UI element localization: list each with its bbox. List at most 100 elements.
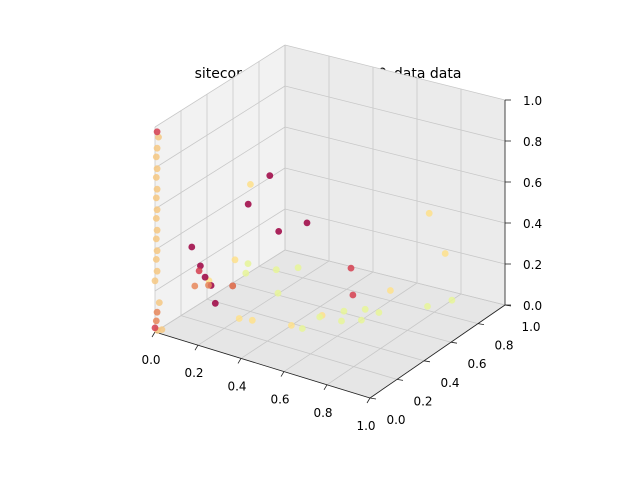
grid-floor-y: [206, 298, 425, 362]
data-point: [294, 264, 302, 272]
z-tick-label: 1.0: [523, 94, 542, 108]
data-point: [288, 322, 295, 329]
data-point: [424, 303, 431, 310]
x-axis-line: [154, 331, 371, 399]
data-point: [340, 307, 348, 315]
data-point: [244, 260, 252, 267]
data-point: [347, 264, 355, 272]
data-point: [349, 291, 357, 299]
x-tick: [151, 331, 156, 338]
y-tick: [450, 341, 458, 344]
z-tick-label: 0.4: [523, 217, 542, 231]
data-point: [153, 267, 161, 275]
data-point: [275, 228, 283, 235]
grid-floor-x: [240, 271, 374, 359]
y-tick-label: 0.8: [494, 339, 513, 353]
data-point: [244, 200, 252, 208]
data-point: [298, 325, 306, 332]
data-point: [425, 209, 433, 217]
y-tick: [423, 360, 431, 363]
data-point: [242, 269, 250, 277]
data-point: [448, 296, 456, 304]
data-point: [153, 185, 161, 193]
data-point: [316, 313, 324, 321]
data-point: [303, 219, 311, 227]
data-point: [153, 226, 161, 234]
data-point: [153, 128, 161, 136]
y-tick: [477, 323, 485, 325]
grid-left-z: [154, 126, 286, 210]
data-point: [152, 317, 160, 325]
data-point: [195, 267, 203, 275]
x-tick: [237, 358, 242, 364]
data-point: [266, 172, 274, 180]
data-point: [152, 153, 160, 161]
data-point: [153, 206, 161, 214]
x-tick: [366, 397, 371, 404]
y-tick: [504, 304, 512, 307]
data-point: [338, 317, 345, 325]
data-point: [155, 299, 163, 306]
data-point: [272, 266, 280, 274]
x-tick: [323, 384, 328, 391]
grid-back-z: [284, 167, 506, 224]
y-tick-label: 0.4: [440, 376, 459, 390]
y-tick: [396, 379, 404, 381]
x-tick-label: 0.6: [270, 393, 289, 407]
data-point: [152, 194, 160, 202]
data-point: [229, 282, 237, 290]
grid-back-z: [284, 208, 506, 265]
data-point: [153, 165, 161, 173]
data-point: [152, 256, 160, 263]
data-point: [358, 316, 365, 324]
data-point: [248, 316, 256, 324]
data-point: [153, 247, 161, 255]
grid-floor-x: [283, 282, 418, 372]
grid-floor-y: [258, 266, 479, 324]
y-axis-line: [369, 304, 506, 399]
x-tick-label: 0.8: [313, 406, 332, 420]
data-point: [152, 174, 160, 181]
data-point: [158, 326, 166, 333]
grid-floor-x: [326, 293, 462, 386]
grid-floor-y: [180, 315, 398, 380]
data-point: [247, 181, 254, 188]
axis-edges: [154, 100, 506, 399]
data-point: [375, 309, 383, 316]
data-point: [235, 315, 243, 322]
data-point: [153, 144, 161, 152]
data-point: [152, 235, 160, 243]
grid-left-z: [154, 85, 286, 169]
data-point: [188, 243, 196, 251]
data-point: [153, 308, 161, 316]
data-points: [151, 128, 456, 334]
data-point: [155, 133, 162, 141]
tick-labels: 0.0 0.0 0.0 0.2 0.2 0.2 0.4 0.4 0.4 0.6 0.6 0.6 0.8 0…: [141, 94, 542, 433]
grid-floor-x: [197, 260, 330, 346]
y-tick-label: 0.2: [413, 394, 432, 408]
x-tick: [280, 371, 285, 377]
data-point: [274, 289, 282, 297]
x-tick-label: 0.2: [184, 366, 203, 380]
grid-back-z: [284, 44, 506, 101]
data-point: [231, 256, 239, 264]
data-point: [191, 282, 199, 290]
data-point: [205, 281, 212, 289]
tick-marks: [151, 99, 512, 404]
data-point: [211, 299, 219, 307]
floor-pane: [155, 250, 505, 398]
x-tick: [194, 344, 199, 351]
y-tick-label: 0.0: [386, 413, 405, 427]
grid-left-z: [154, 208, 286, 292]
grid-left-z: [154, 249, 286, 333]
z-tick-label: 0.0: [523, 299, 542, 313]
data-point: [152, 215, 160, 222]
grid-left-z: [154, 44, 286, 128]
x-tick-label: 0.0: [141, 353, 160, 367]
y-tick-label: 1.0: [521, 320, 540, 334]
axis-panes: [155, 45, 505, 398]
data-point: [201, 273, 209, 281]
data-point: [387, 287, 394, 294]
left-pane: [155, 45, 285, 332]
